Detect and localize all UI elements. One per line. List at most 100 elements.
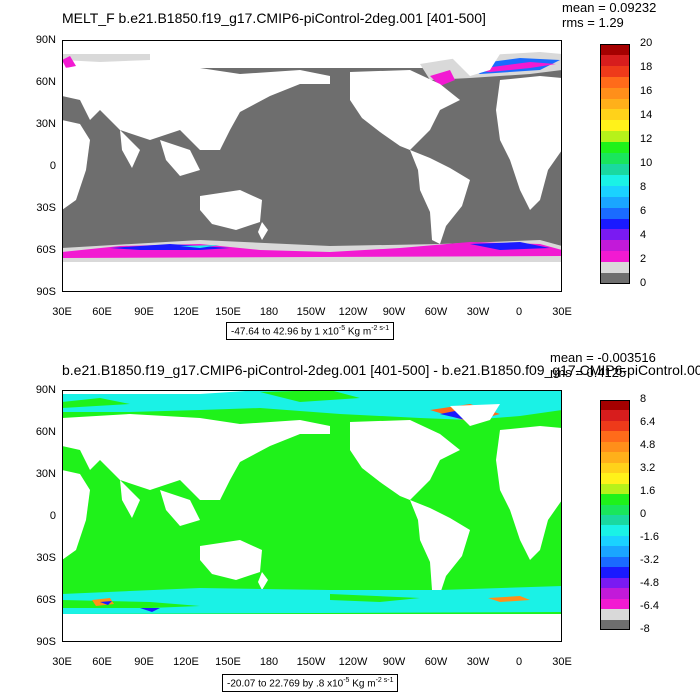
lat-label: 60S xyxy=(36,594,56,606)
colorbar-swatch xyxy=(600,109,630,121)
lon-label: 90E xyxy=(134,656,154,668)
colorbar-swatch xyxy=(600,153,630,165)
lon-label: 60E xyxy=(92,656,112,668)
colorbar-swatch xyxy=(600,462,630,474)
lon-label: 0 xyxy=(515,656,523,668)
colorbar-label: -1.6 xyxy=(640,531,659,543)
landmass-eurasia xyxy=(62,414,330,500)
lon-label: 150W xyxy=(296,306,326,318)
mean-stat: mean = -0.003516 xyxy=(550,350,656,365)
range-exponent: -5 xyxy=(343,677,350,684)
landmass-africa-europe-right xyxy=(496,426,562,560)
lon-label: 30E xyxy=(52,656,72,668)
map-frame xyxy=(62,390,562,642)
colorbar-swatch xyxy=(600,556,630,568)
colorbar-swatch xyxy=(600,185,630,198)
lon-label: 120E xyxy=(173,306,199,318)
colorbar-swatch xyxy=(600,142,630,154)
colorbar-swatch xyxy=(600,535,630,547)
colorbar-swatch xyxy=(600,546,630,558)
colorbar-swatch xyxy=(600,240,630,252)
lon-label: 150E xyxy=(215,656,241,668)
colorbar-swatch xyxy=(600,400,630,411)
colorbar-swatch xyxy=(600,588,630,600)
range-unit-exponent: -2 s-1 xyxy=(375,677,394,684)
lon-label: 60W xyxy=(424,656,448,668)
colorbar-swatch xyxy=(600,598,630,610)
landmass-africa xyxy=(62,120,90,210)
colorbar-label: 14 xyxy=(640,109,653,121)
colorbar-label: 4 xyxy=(640,229,647,241)
lon-label: 90W xyxy=(382,656,406,668)
colorbar-swatch xyxy=(600,483,630,495)
colorbar-swatch xyxy=(600,131,630,143)
range-unit: Kg m xyxy=(345,326,372,338)
colorbar-swatch xyxy=(600,473,630,485)
landmass-antarctica xyxy=(62,614,562,642)
colorbar: 20 18 16 14 12 10 8 6 4 2 0 xyxy=(600,37,652,289)
lat-label: 90N xyxy=(35,384,56,396)
lon-label: 30E xyxy=(552,656,572,668)
lon-label: 90W xyxy=(382,306,406,318)
colorbar-swatch xyxy=(600,120,630,132)
lon-label: 30W xyxy=(466,656,490,668)
colorbar-swatch xyxy=(600,431,630,443)
lon-label: 120W xyxy=(338,306,368,318)
colorbar-swatch xyxy=(600,98,630,110)
lon-label: 60W xyxy=(424,306,448,318)
map-plot xyxy=(62,52,562,292)
lat-label: 60N xyxy=(35,76,56,88)
colorbar-swatch xyxy=(600,262,630,274)
top-map-panel: MELT_F b.e21.B1850.f19_g17.CMIP6-piContr… xyxy=(35,0,656,341)
landmass-antarctica xyxy=(62,262,562,292)
colorbar-swatch xyxy=(600,452,630,464)
lon-label: 60E xyxy=(92,306,112,318)
lon-label: 30E xyxy=(552,306,572,318)
colorbar-label: 1.6 xyxy=(640,485,656,497)
colorbar: 8 6.4 4.8 3.2 1.6 0 -1.6 -3.2 -4.8 -6.4 -8 xyxy=(600,393,659,635)
rms-stat: rms = 0.4125 xyxy=(550,365,627,380)
lat-label: 30S xyxy=(36,552,56,564)
colorbar-label: 0 xyxy=(640,277,647,289)
colorbar-swatch xyxy=(600,44,630,56)
colorbar-label: -3.2 xyxy=(640,554,659,566)
lat-label: 0 xyxy=(49,160,56,172)
lat-label: 90S xyxy=(36,636,56,648)
lat-label: 0 xyxy=(49,510,56,522)
colorbar-swatch xyxy=(600,494,630,506)
colorbar-swatch xyxy=(600,65,630,78)
colorbar-label: -6.4 xyxy=(640,600,659,612)
landmass-australia xyxy=(200,540,262,580)
map-stats: mean = -0.003516 rms = 0.4125 xyxy=(550,350,656,380)
colorbar-label: 8 xyxy=(640,181,647,193)
landmass-africa xyxy=(62,470,90,560)
colorbar-swatch xyxy=(600,87,630,100)
range-exponent: -5 xyxy=(338,325,346,332)
colorbar-label: 4.8 xyxy=(640,439,656,451)
lon-label: 90E xyxy=(134,306,154,318)
colorbar-swatch xyxy=(600,229,630,241)
lat-label: 30N xyxy=(35,468,56,480)
colorbar-label: 20 xyxy=(640,37,653,49)
lon-label: 120E xyxy=(173,656,199,668)
map-title: b.e21.B1850.f19_g17.CMIP6-piControl-2deg… xyxy=(62,362,700,378)
landmass-south-america xyxy=(410,500,470,594)
lon-label: 150W xyxy=(296,656,326,668)
lon-label: 180 xyxy=(259,306,279,318)
lon-label: 180 xyxy=(259,656,279,668)
colorbar-swatch xyxy=(600,174,630,187)
colorbar-swatch xyxy=(600,273,630,285)
map-frame xyxy=(62,40,562,292)
lat-label: 30N xyxy=(35,118,56,130)
landmass-north-america xyxy=(350,70,460,150)
landmass-eurasia xyxy=(62,64,330,150)
lon-label: 150E xyxy=(215,306,241,318)
lat-label: 60N xyxy=(35,426,56,438)
range-text: -47.64 to 42.96 by 1 x10 xyxy=(231,326,339,338)
colorbar-swatch xyxy=(600,525,630,537)
colorbar-label: -4.8 xyxy=(640,577,659,589)
contour-range-label: -47.64 to 42.96 by 1 x10-5 Kg m-2 s-1 xyxy=(226,322,395,341)
colorbar-label: 12 xyxy=(640,133,653,145)
lat-label: 60S xyxy=(36,244,56,256)
colorbar-swatch xyxy=(600,577,630,589)
